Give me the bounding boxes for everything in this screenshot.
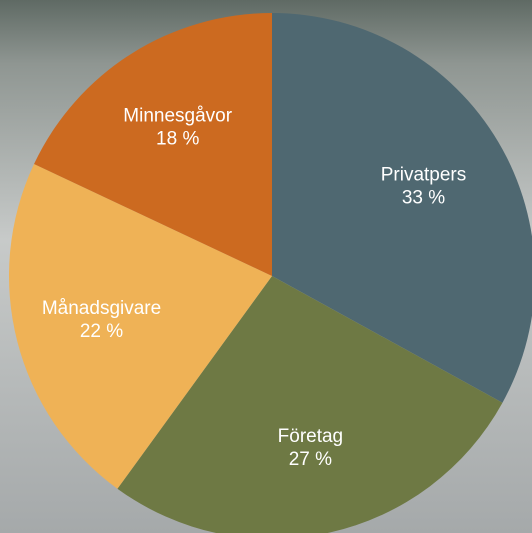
slice-label: Privatpers: [381, 164, 467, 185]
slice-value: 22 %: [80, 321, 123, 342]
pie-slice: [272, 13, 532, 403]
slice-label: Företag: [278, 426, 343, 447]
pie-slice: [34, 13, 272, 276]
slice-value: 27 %: [289, 449, 332, 470]
slice-label: Minnesgåvor: [123, 105, 232, 126]
pie-slice: [117, 276, 503, 533]
slice-value: 18 %: [156, 128, 199, 149]
slice-label: Månadsgivare: [42, 298, 161, 319]
pie-slice: [8, 164, 273, 489]
slice-value: 33 %: [402, 187, 445, 208]
